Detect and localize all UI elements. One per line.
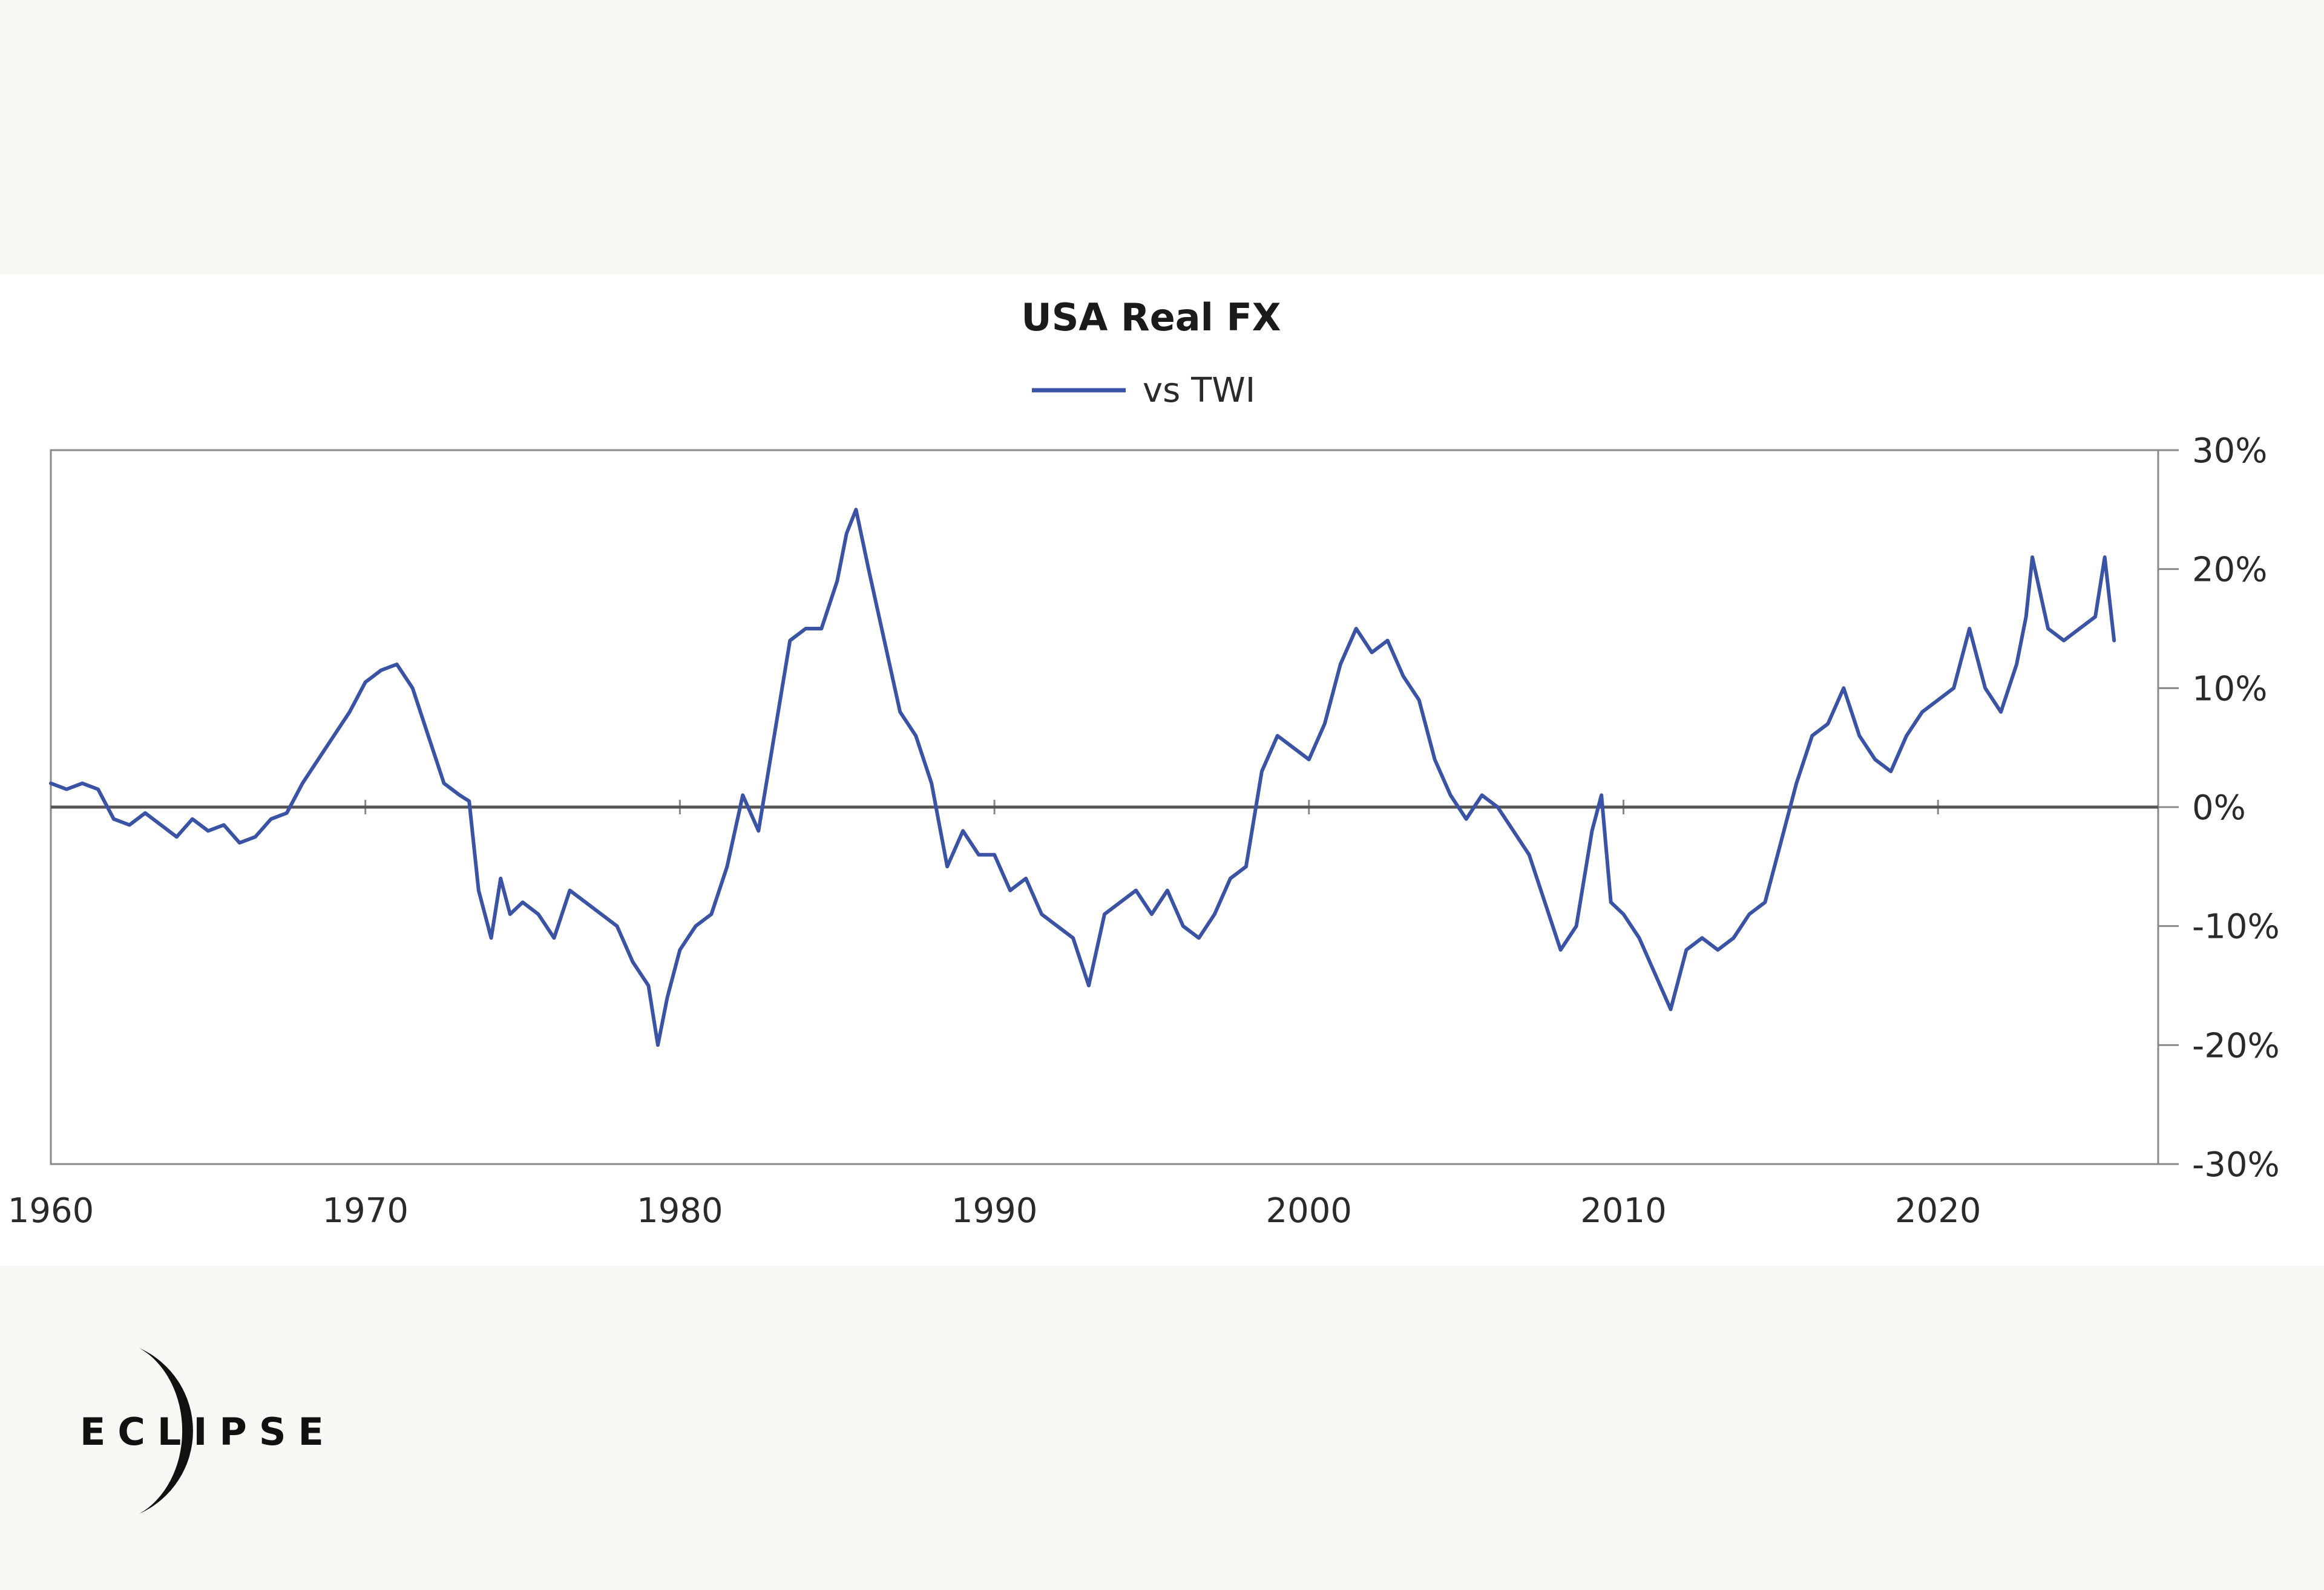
y-tick-label: 20%	[2192, 551, 2267, 590]
x-tick-label: 1990	[951, 1191, 1038, 1231]
y-tick-label: 30%	[2192, 431, 2267, 471]
logo-text: ECLIPSE	[80, 1410, 336, 1454]
y-tick-label: 10%	[2192, 669, 2267, 708]
y-tick-group: 30% 20% 10% 0% -10% -20% -30%	[2158, 431, 2280, 1185]
chart-panel: USA Real FX vs TWI 1960 1970 1980 1990 2000 2…	[0, 275, 2324, 1266]
x-tick-label: 2010	[1580, 1191, 1667, 1231]
series-line-vs-twi	[49, 508, 2116, 1047]
x-tick-label: 2020	[1895, 1191, 1981, 1231]
eclipse-logo: ECLIPSE	[80, 1348, 336, 1514]
x-tick-group: 1960 1970 1980 1990 2000 2010 2020	[8, 800, 1981, 1231]
legend-label: vs TWI	[1143, 371, 1255, 410]
x-tick-label: 2000	[1266, 1191, 1353, 1231]
y-tick-label: -10%	[2192, 908, 2280, 947]
chart-title: USA Real FX	[1021, 295, 1281, 339]
x-tick-label: 1970	[322, 1191, 409, 1231]
y-tick-label: -30%	[2192, 1145, 2280, 1185]
y-tick-label: -20%	[2192, 1026, 2280, 1065]
x-tick-label: 1960	[8, 1191, 94, 1231]
x-tick-label: 1980	[637, 1191, 723, 1231]
y-tick-label: 0%	[2192, 788, 2246, 828]
chart-svg: USA Real FX vs TWI 1960 1970 1980 1990 2000 2…	[8, 295, 2280, 1231]
eclipse-crescent-icon	[139, 1348, 193, 1514]
